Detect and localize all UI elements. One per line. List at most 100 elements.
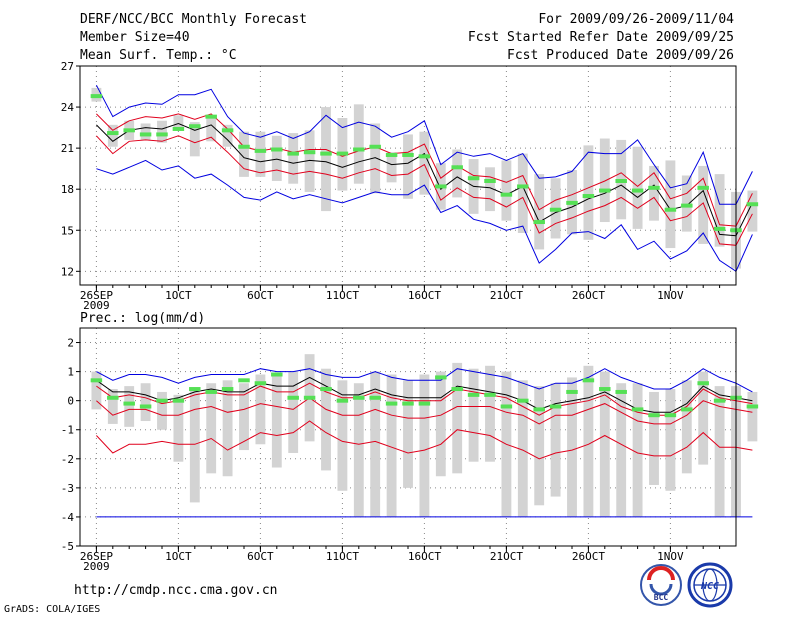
ensemble-box xyxy=(107,389,118,424)
y-tick-label: -2 xyxy=(61,453,74,466)
y-tick-label: -5 xyxy=(61,540,74,553)
observed-marker xyxy=(402,152,414,157)
observed-marker xyxy=(549,404,562,409)
observed-marker xyxy=(369,395,381,400)
ensemble-box xyxy=(157,391,167,430)
series-line-ensemble-max-blue- xyxy=(96,368,753,393)
series-line-spread-lower xyxy=(96,135,753,246)
ensemble-box xyxy=(747,190,758,232)
ensemble-box xyxy=(452,149,463,198)
observed-marker xyxy=(467,392,480,397)
observed-marker xyxy=(189,124,201,129)
observed-marker xyxy=(90,378,103,383)
observed-marker xyxy=(303,395,316,400)
x-tick-label: 11OCT xyxy=(326,289,359,302)
observed-marker xyxy=(287,395,299,400)
observed-marker xyxy=(713,226,726,231)
ensemble-box xyxy=(567,377,577,517)
ensemble-box xyxy=(206,118,217,142)
observed-marker xyxy=(582,378,595,383)
x-tick-label: 26OCT xyxy=(572,550,605,563)
ensemble-box xyxy=(403,380,413,488)
ensemble-box xyxy=(173,115,184,131)
ensemble-box xyxy=(353,104,364,184)
ensemble-box xyxy=(468,368,479,462)
x-tick-label: 6OCT xyxy=(247,289,274,302)
bcc-logo-text: BCC xyxy=(654,593,669,602)
observed-marker xyxy=(123,128,135,133)
ensemble-box xyxy=(255,131,266,177)
ensemble-box xyxy=(189,389,200,503)
ensemble-box xyxy=(91,371,102,410)
observed-marker xyxy=(385,401,398,406)
y-tick-label: 24 xyxy=(61,101,75,114)
x-tick-label: 11OCT xyxy=(326,550,359,563)
observed-marker xyxy=(599,387,611,392)
observed-marker xyxy=(221,128,234,133)
ensemble-box xyxy=(173,394,184,462)
y-tick-label: -4 xyxy=(61,511,75,524)
observed-marker xyxy=(271,147,283,152)
ensemble-box xyxy=(386,374,397,517)
y-tick-label: 0 xyxy=(67,395,74,408)
y-tick-label: 1 xyxy=(67,366,74,379)
ncc-logo-text: NCC xyxy=(700,581,719,592)
ensemble-box xyxy=(452,362,463,474)
ensemble-box xyxy=(583,365,594,517)
observed-marker xyxy=(566,200,578,205)
forecast-produced-date: Fcst Produced Date 2009/09/26 xyxy=(507,48,734,63)
observed-marker xyxy=(648,413,660,418)
observed-marker xyxy=(517,184,529,189)
x-tick-year: 2009 xyxy=(83,299,110,312)
observed-marker xyxy=(385,152,398,157)
observed-marker xyxy=(500,404,513,409)
observed-marker xyxy=(533,407,545,412)
ensemble-box xyxy=(107,124,118,147)
ensemble-box xyxy=(681,380,692,474)
observed-marker xyxy=(353,395,365,400)
observed-marker xyxy=(205,389,217,394)
ensemble-box xyxy=(517,153,528,233)
ensemble-box xyxy=(665,389,676,491)
observed-marker xyxy=(172,126,185,131)
observed-marker xyxy=(435,375,447,380)
ensemble-box xyxy=(485,365,495,462)
source-url[interactable]: http://cmdp.ncc.cma.gov.cn xyxy=(74,583,278,598)
observed-marker xyxy=(287,151,299,156)
series-line-ensemble-min-red- xyxy=(96,420,753,460)
ensemble-box xyxy=(714,386,725,517)
observed-marker xyxy=(320,151,332,156)
observed-marker xyxy=(353,147,365,152)
observed-marker xyxy=(746,202,759,207)
ensemble-box xyxy=(304,130,315,192)
ensemble-box xyxy=(370,123,381,194)
ensemble-box xyxy=(288,133,299,184)
y-tick-label: 18 xyxy=(61,183,74,196)
ensemble-box xyxy=(321,368,331,471)
ensemble-box xyxy=(288,371,299,453)
ensemble-box xyxy=(124,386,135,427)
observed-marker xyxy=(451,387,463,392)
observed-marker xyxy=(631,188,644,193)
observed-marker xyxy=(451,165,463,170)
ensemble-box xyxy=(681,175,692,232)
ensemble-box xyxy=(255,374,266,445)
observed-marker xyxy=(205,114,217,119)
bcc-logo-icon: BCC xyxy=(640,564,682,606)
ensemble-box xyxy=(271,374,282,468)
ensemble-box xyxy=(189,122,200,157)
observed-marker xyxy=(746,404,759,409)
observed-marker xyxy=(221,387,234,392)
ensemble-box xyxy=(698,165,709,244)
ensemble-box xyxy=(353,383,364,517)
ensemble-box xyxy=(419,374,430,517)
ensemble-box xyxy=(632,146,643,229)
observed-marker xyxy=(418,154,431,159)
ensemble-box xyxy=(649,165,659,221)
x-tick-label: 1OCT xyxy=(165,550,192,563)
x-tick-label: 1OCT xyxy=(165,289,192,302)
ensemble-box xyxy=(599,371,610,517)
x-tick-label: 16OCT xyxy=(408,550,441,563)
